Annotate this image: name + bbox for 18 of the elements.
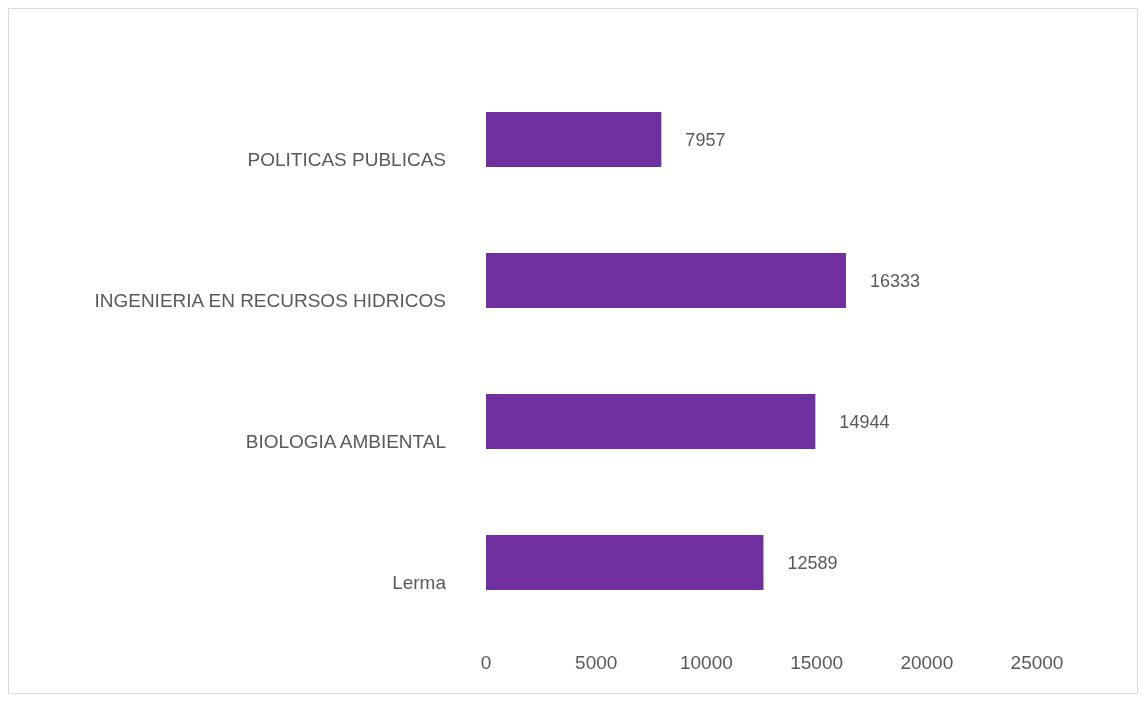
x-tick-label: 5000 [575,652,618,673]
bar [486,394,816,449]
data-label: 14944 [839,411,890,432]
x-tick-label: 20000 [900,652,954,673]
x-tick-label: 15000 [790,652,844,673]
y-tick-label: BIOLOGIA AMBIENTAL [245,430,446,452]
x-tick-label: 0 [480,652,492,673]
bar [486,112,662,167]
bar [486,253,846,308]
y-tick-label: INGENIERIA EN RECURSOS HIDRICOS [94,289,446,311]
y-tick-label: Lerma [392,571,447,593]
data-label: 12589 [787,552,838,573]
x-tick-label: 25000 [1010,652,1064,673]
x-tick-label: 10000 [679,652,733,673]
bar [486,535,764,590]
data-label: 7957 [685,129,726,150]
data-label: 16333 [869,270,921,291]
y-tick-label: POLITICAS PUBLICAS [247,148,446,170]
